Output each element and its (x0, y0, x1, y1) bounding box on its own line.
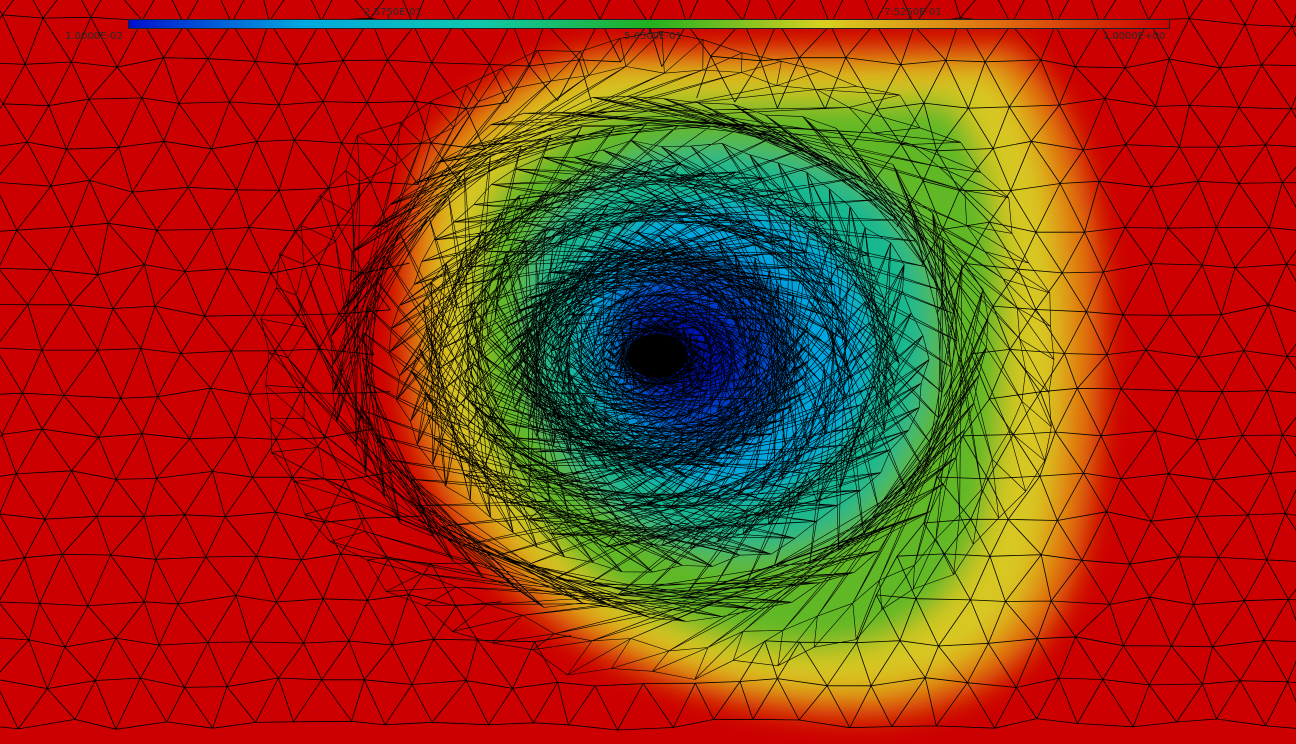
colorbar-tick (649, 29, 650, 33)
colorbar-label-top-1: 2.5750E-01 (364, 7, 422, 18)
colorbar-label-bottom-2: 5.0500E-01 (624, 31, 682, 42)
colorbar (128, 19, 1170, 29)
colorbar-label-bottom-3: 1.0000E+00 (1102, 31, 1166, 42)
colorbar-label-top-2: 7.5250E-01 (884, 7, 942, 18)
mesh-refined (260, 31, 1055, 680)
colorbar-tick (388, 15, 389, 19)
colorbar-label-bottom-1: 1.0000E-02 (65, 31, 123, 42)
colorbar-tick (909, 15, 910, 19)
center-hole (627, 334, 687, 378)
